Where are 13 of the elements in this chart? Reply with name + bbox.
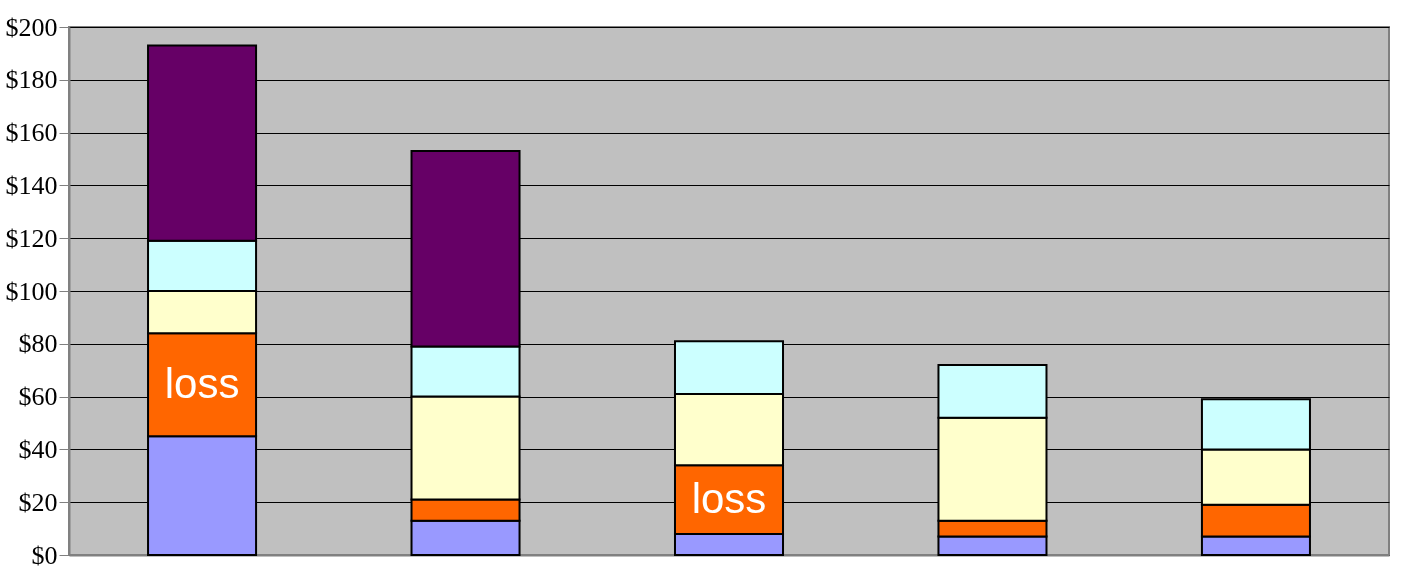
y-tick-label: $0	[31, 540, 58, 570]
y-tick-label: $120	[5, 223, 58, 253]
y-tick-label: $80	[18, 329, 58, 359]
y-tick-label: $40	[18, 434, 58, 464]
y-tick-label: $200	[5, 12, 58, 42]
y-tick-label: $180	[5, 65, 58, 95]
y-tick-label: $100	[5, 276, 58, 306]
y-tick-label: $160	[5, 118, 58, 148]
y-tick-label: $20	[18, 487, 58, 517]
data-label: loss	[691, 474, 767, 522]
data-label: loss	[164, 359, 240, 407]
y-tick-label: $140	[5, 170, 58, 200]
y-tick-label: $60	[18, 382, 58, 412]
